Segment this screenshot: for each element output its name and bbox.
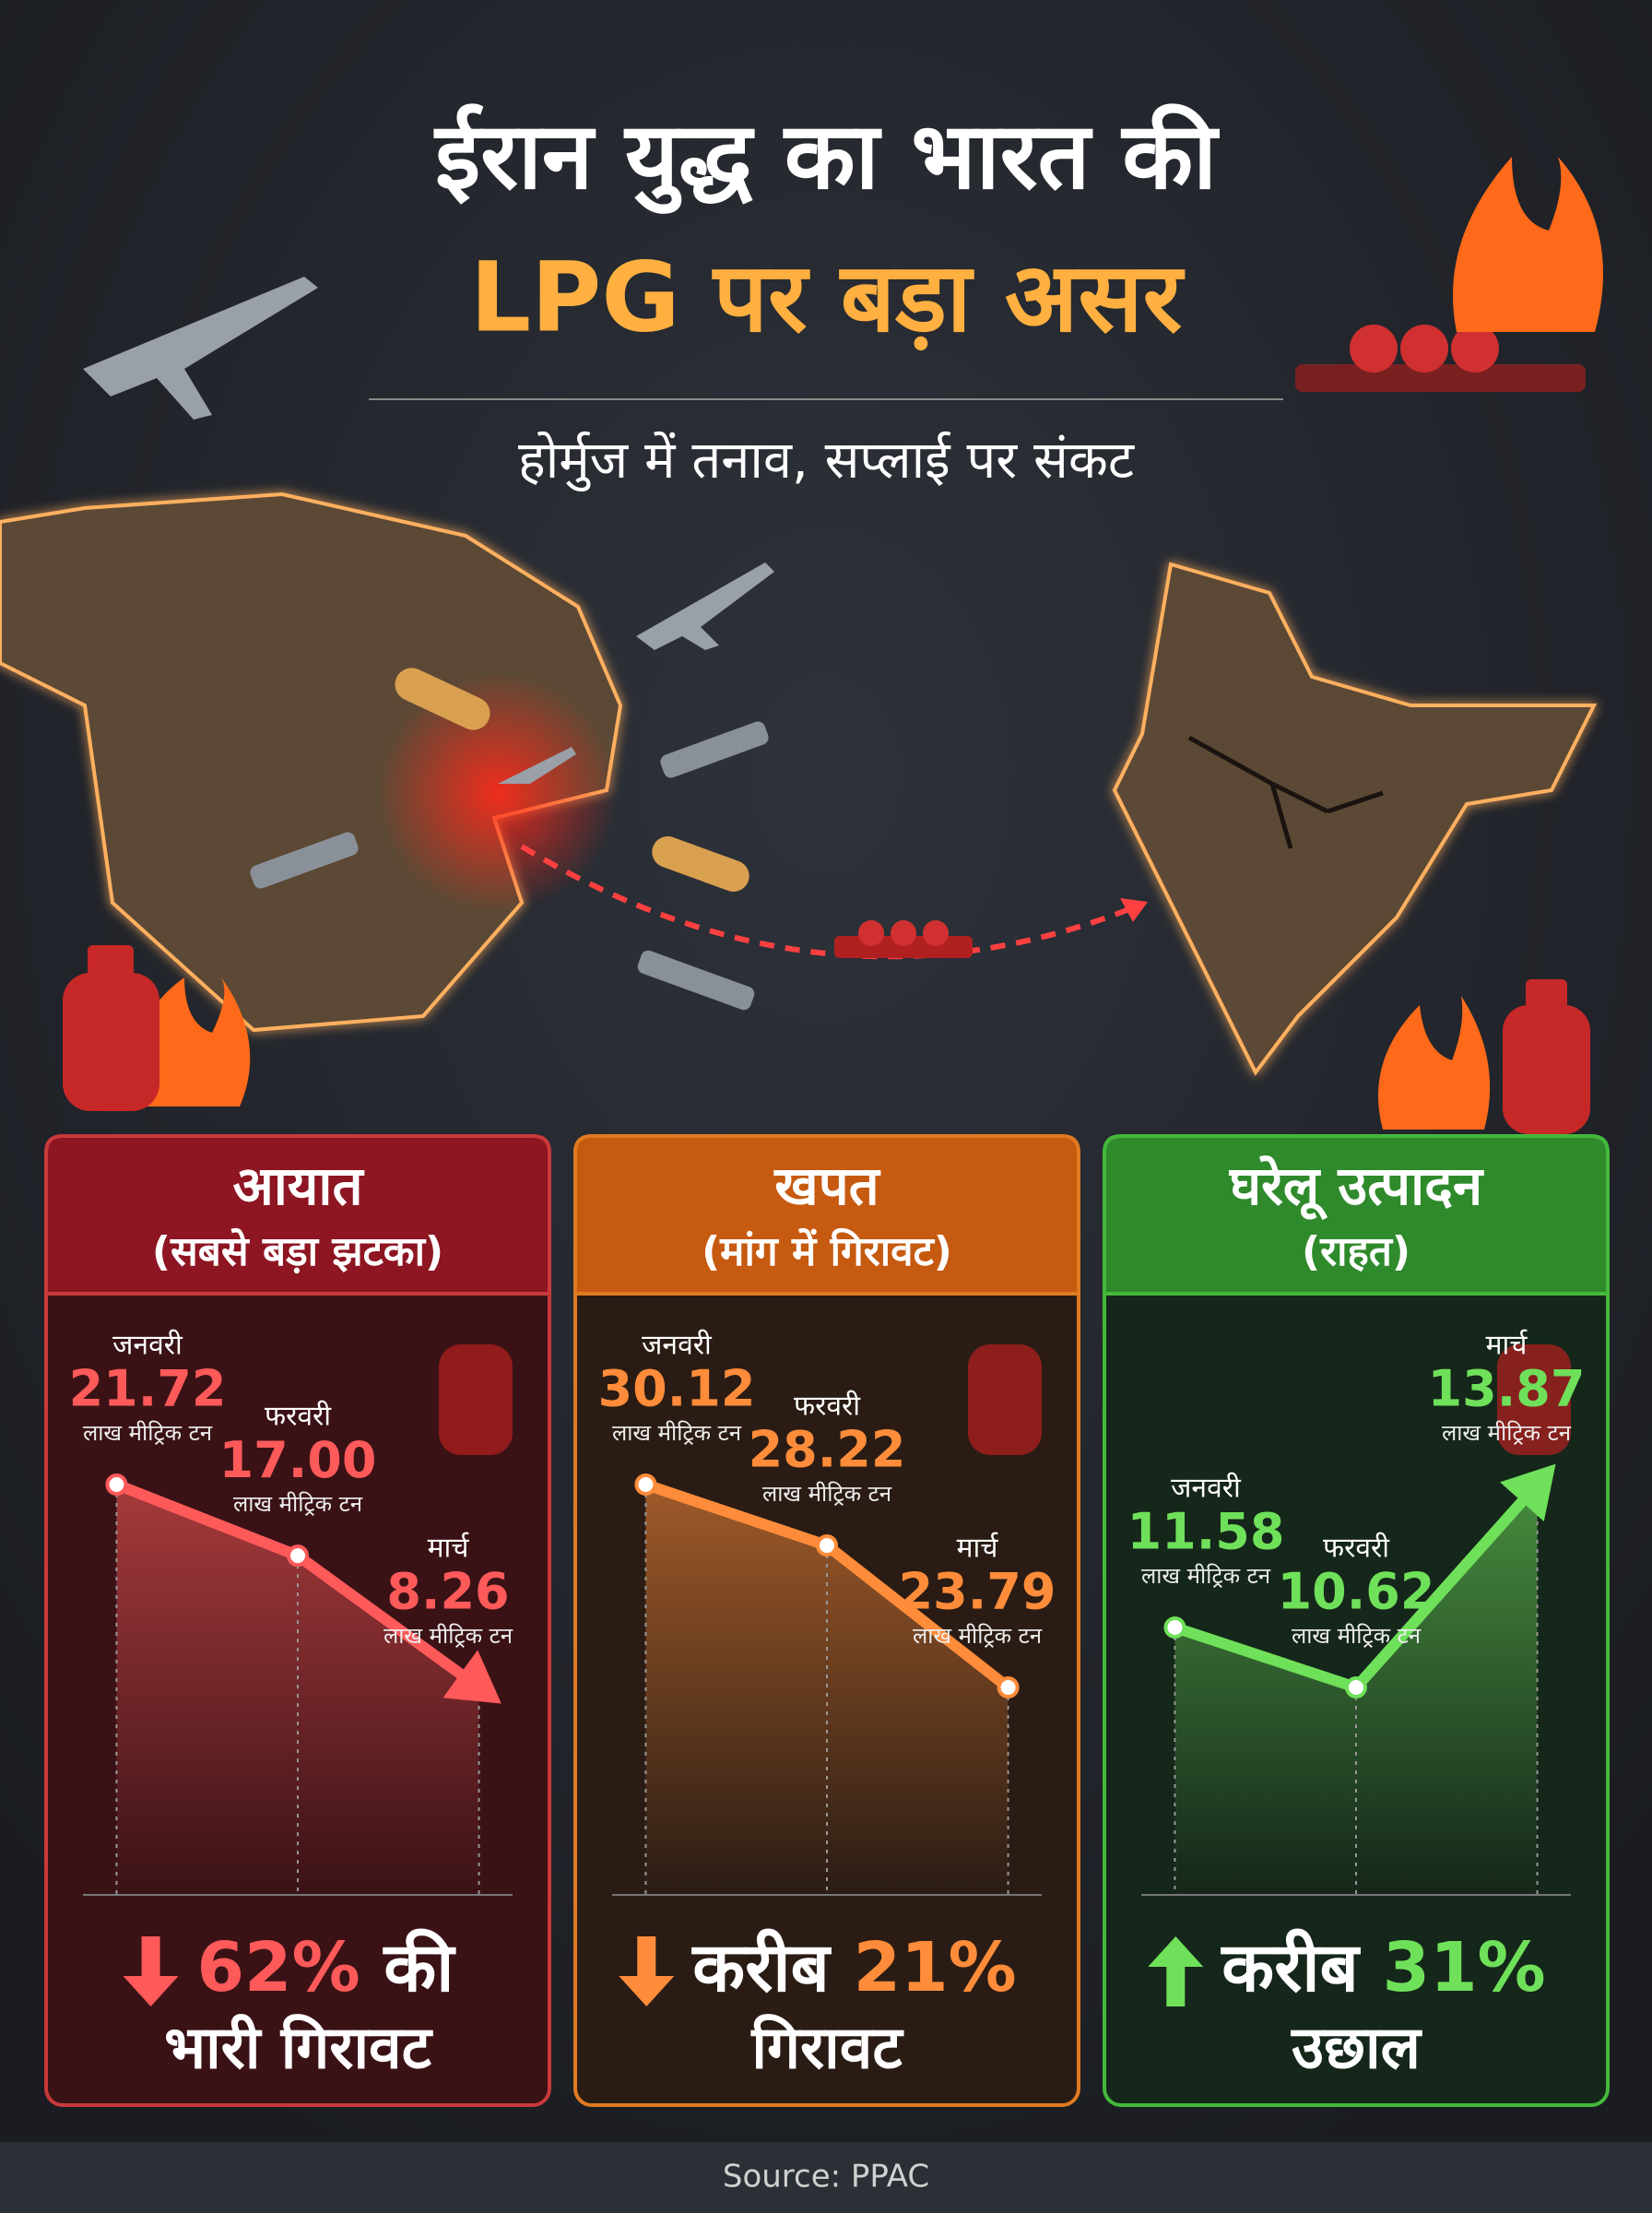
panels: आयात(सबसे बड़ा झटका)जनवरी21.72लाख मीट्रि… (44, 1134, 1610, 2107)
category-label: जनवरी (1171, 1473, 1242, 1505)
source: Source: PPAC (723, 2159, 929, 2195)
summary-word: करीब (690, 1928, 832, 2007)
value-label: 13.87 (1428, 1360, 1586, 1418)
trend-arrow (619, 1936, 675, 2006)
category-label: मार्च (957, 1533, 999, 1565)
point (816, 1534, 838, 1557)
unit-label: लाख मीट्रिक टन (1141, 1563, 1271, 1589)
cylinder-icon (439, 1344, 513, 1455)
panel-title: घरेलू उत्पादन (1229, 1154, 1484, 1221)
summary-line1: करीब 21% (690, 1928, 1016, 2007)
value-label: 8.26 (386, 1563, 509, 1621)
panel: घरेलू उत्पादन(राहत)जनवरी11.58लाख मीट्रिक… (1103, 1134, 1610, 2107)
unit-label: लाख मीट्रिक टन (233, 1491, 363, 1517)
area (116, 1485, 479, 1895)
panel-header (1103, 1134, 1610, 1296)
point (287, 1544, 309, 1568)
summary-word: 31% (1359, 1928, 1546, 2007)
jets (83, 277, 774, 784)
value-label: 30.12 (598, 1360, 756, 1418)
arrow-head (1500, 1463, 1556, 1521)
summary-word: 62% (197, 1928, 360, 2007)
summary-word: करीब (1220, 1928, 1361, 2007)
category-label: फरवरी (1323, 1533, 1390, 1565)
panel-title: खपत (773, 1154, 880, 1217)
summary-line2: उछाल (1291, 2015, 1423, 2083)
unit-label: लाख मीट्रिक टन (1442, 1420, 1572, 1446)
panel-subtitle: (सबसे बड़ा झटका) (152, 1227, 443, 1275)
panel-header (44, 1134, 551, 1296)
route-arrow (1120, 898, 1148, 922)
area (645, 1485, 1009, 1895)
unit-label: लाख मीट्रिक टन (913, 1623, 1043, 1649)
summary-line2: गिरावट (750, 2014, 904, 2083)
summary-line2: भारी गिरावट (164, 2014, 434, 2083)
title-line2: LPG पर बड़ा असर (470, 241, 1186, 353)
trend-arrow (123, 1936, 179, 2006)
value-label: 17.00 (219, 1431, 377, 1489)
cylinder-icon (968, 1344, 1042, 1455)
value-label: 11.58 (1127, 1503, 1285, 1561)
trend-arrow (1148, 1936, 1204, 2006)
india-map (1112, 562, 1598, 1076)
ships (250, 325, 1586, 1011)
summary-word: 21% (830, 1928, 1017, 2007)
unit-label: लाख मीट्रिक टन (612, 1420, 742, 1446)
crack (1187, 735, 1384, 849)
category-label: मार्च (428, 1533, 470, 1565)
category-label: फरवरी (265, 1401, 332, 1433)
title-line1: ईरान युद्ध का भारत की (433, 101, 1220, 214)
point (997, 1676, 1020, 1698)
summary-line1: करीब 31% (1220, 1928, 1545, 2007)
value-label: 23.79 (899, 1563, 1056, 1621)
category-label: मार्च (1486, 1330, 1528, 1362)
category-label: जनवरी (642, 1330, 713, 1362)
cylinders (63, 945, 1590, 1134)
arrow-head (442, 1650, 502, 1704)
unit-label: लाख मीट्रिक टन (83, 1420, 213, 1446)
panel: खपत(मांग में गिरावट)जनवरी30.12लाख मीट्रि… (573, 1134, 1080, 2107)
point (1345, 1676, 1367, 1698)
flames (134, 157, 1603, 1130)
cylinder-icon (1497, 1344, 1571, 1455)
unit-label: लाख मीट्रिक टन (1292, 1623, 1422, 1649)
value-label: 10.62 (1278, 1563, 1435, 1621)
map (0, 157, 1603, 1134)
category-label: फरवरी (794, 1391, 861, 1423)
point (634, 1473, 657, 1496)
value-label: 28.22 (749, 1421, 906, 1479)
route-line (520, 844, 1145, 960)
summary-line1: 62% की (197, 1928, 457, 2007)
hormuz-glow (378, 673, 618, 913)
point (105, 1473, 128, 1496)
source-band (0, 2142, 1652, 2213)
panel-subtitle: (मांग में गिरावट) (702, 1227, 952, 1275)
unit-label: लाख मीट्रिक टन (384, 1623, 513, 1649)
point (1163, 1616, 1186, 1639)
summary-word: की (360, 1928, 457, 2007)
unit-label: लाख मीट्रिक टन (762, 1481, 892, 1507)
panel-title: आयात (233, 1154, 365, 1217)
value-label: 21.72 (69, 1360, 227, 1418)
panel: आयात(सबसे बड़ा झटका)जनवरी21.72लाख मीट्रि… (44, 1134, 551, 2107)
subtitle: होर्मुज में तनाव, सप्लाई पर संकट (518, 431, 1136, 492)
panel-subtitle: (राहत) (1302, 1228, 1410, 1275)
category-label: जनवरी (112, 1330, 183, 1362)
panel-header (573, 1134, 1080, 1296)
